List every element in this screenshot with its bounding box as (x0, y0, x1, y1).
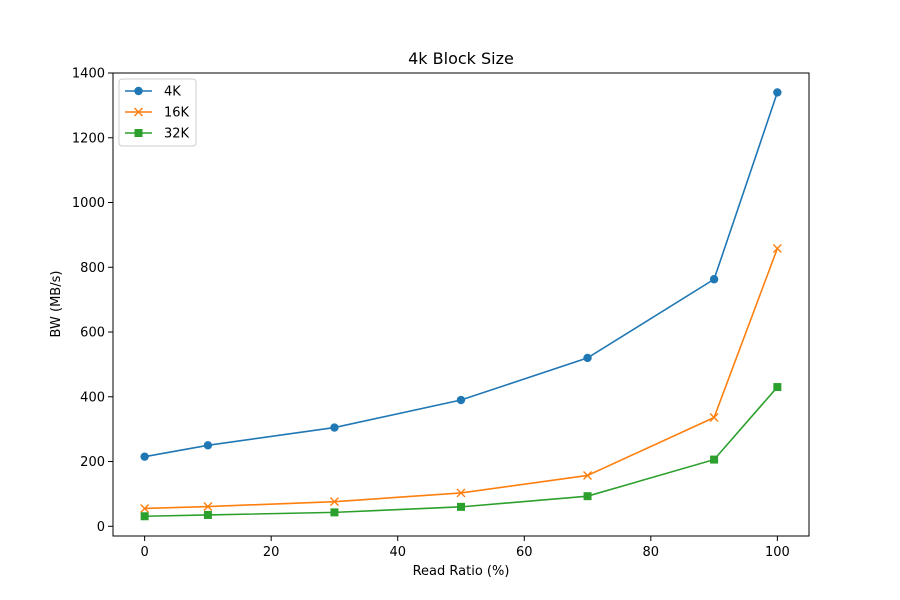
legend-item-32K: 32K (125, 127, 190, 142)
data-point (709, 413, 719, 422)
series-line (144, 386, 778, 518)
x-tick-label: 40 (389, 545, 406, 560)
data-point (329, 497, 339, 507)
data-point (457, 502, 465, 511)
chart-title: 4k Block Size (408, 49, 514, 68)
legend-label: 4K (164, 85, 181, 100)
legend-item-16K: 16K (125, 106, 190, 121)
data-point (583, 470, 593, 480)
data-point (203, 510, 212, 519)
legend-label: 32K (164, 127, 190, 142)
series-32K (140, 383, 782, 521)
data-point (203, 441, 213, 450)
data-point (583, 353, 592, 363)
data-point (203, 502, 213, 512)
data-point (773, 88, 782, 97)
data-point (140, 452, 149, 461)
y-axis-label: BW (MB/s) (49, 271, 64, 338)
series-4K (140, 88, 782, 461)
plot-area-frame (112, 72, 810, 537)
data-point (710, 455, 719, 464)
x-tick-label: 80 (643, 545, 660, 560)
legend-marker (134, 86, 143, 96)
y-tick-label: 1200 (72, 131, 105, 146)
y-tick-label: 400 (80, 390, 105, 405)
data-point (773, 383, 782, 392)
y-tick-label: 1000 (72, 196, 105, 211)
data-point (330, 508, 339, 517)
data-point (456, 488, 466, 498)
series-16K (140, 243, 782, 513)
x-tick-label: 100 (765, 545, 790, 560)
y-tick-label: 0 (97, 520, 105, 535)
x-axis: 0 20 40 60 80 100 (140, 536, 790, 560)
series-layer (140, 88, 782, 521)
y-axis: 0 200 400 600 800 1000 1200 1400 (72, 67, 113, 535)
x-axis-label: Read Ratio (%) (413, 564, 510, 579)
data-point (709, 275, 719, 284)
y-tick-label: 800 (80, 261, 105, 276)
data-point (772, 243, 782, 253)
x-tick-label: 60 (516, 545, 533, 560)
legend-item-4K: 4K (125, 85, 181, 100)
y-tick-label: 1400 (72, 67, 105, 82)
data-point (140, 503, 150, 513)
x-tick-label: 20 (263, 545, 280, 560)
legend-marker (134, 129, 143, 137)
legend: 4K 16K 32K (118, 78, 197, 147)
legend-label: 16K (164, 106, 190, 121)
data-point (330, 423, 339, 432)
data-point (583, 492, 592, 501)
data-point (140, 512, 149, 521)
y-tick-label: 600 (80, 326, 105, 341)
legend-marker (134, 107, 143, 117)
y-tick-label: 200 (80, 455, 105, 470)
x-tick-label: 0 (140, 545, 148, 560)
data-point (456, 395, 466, 405)
